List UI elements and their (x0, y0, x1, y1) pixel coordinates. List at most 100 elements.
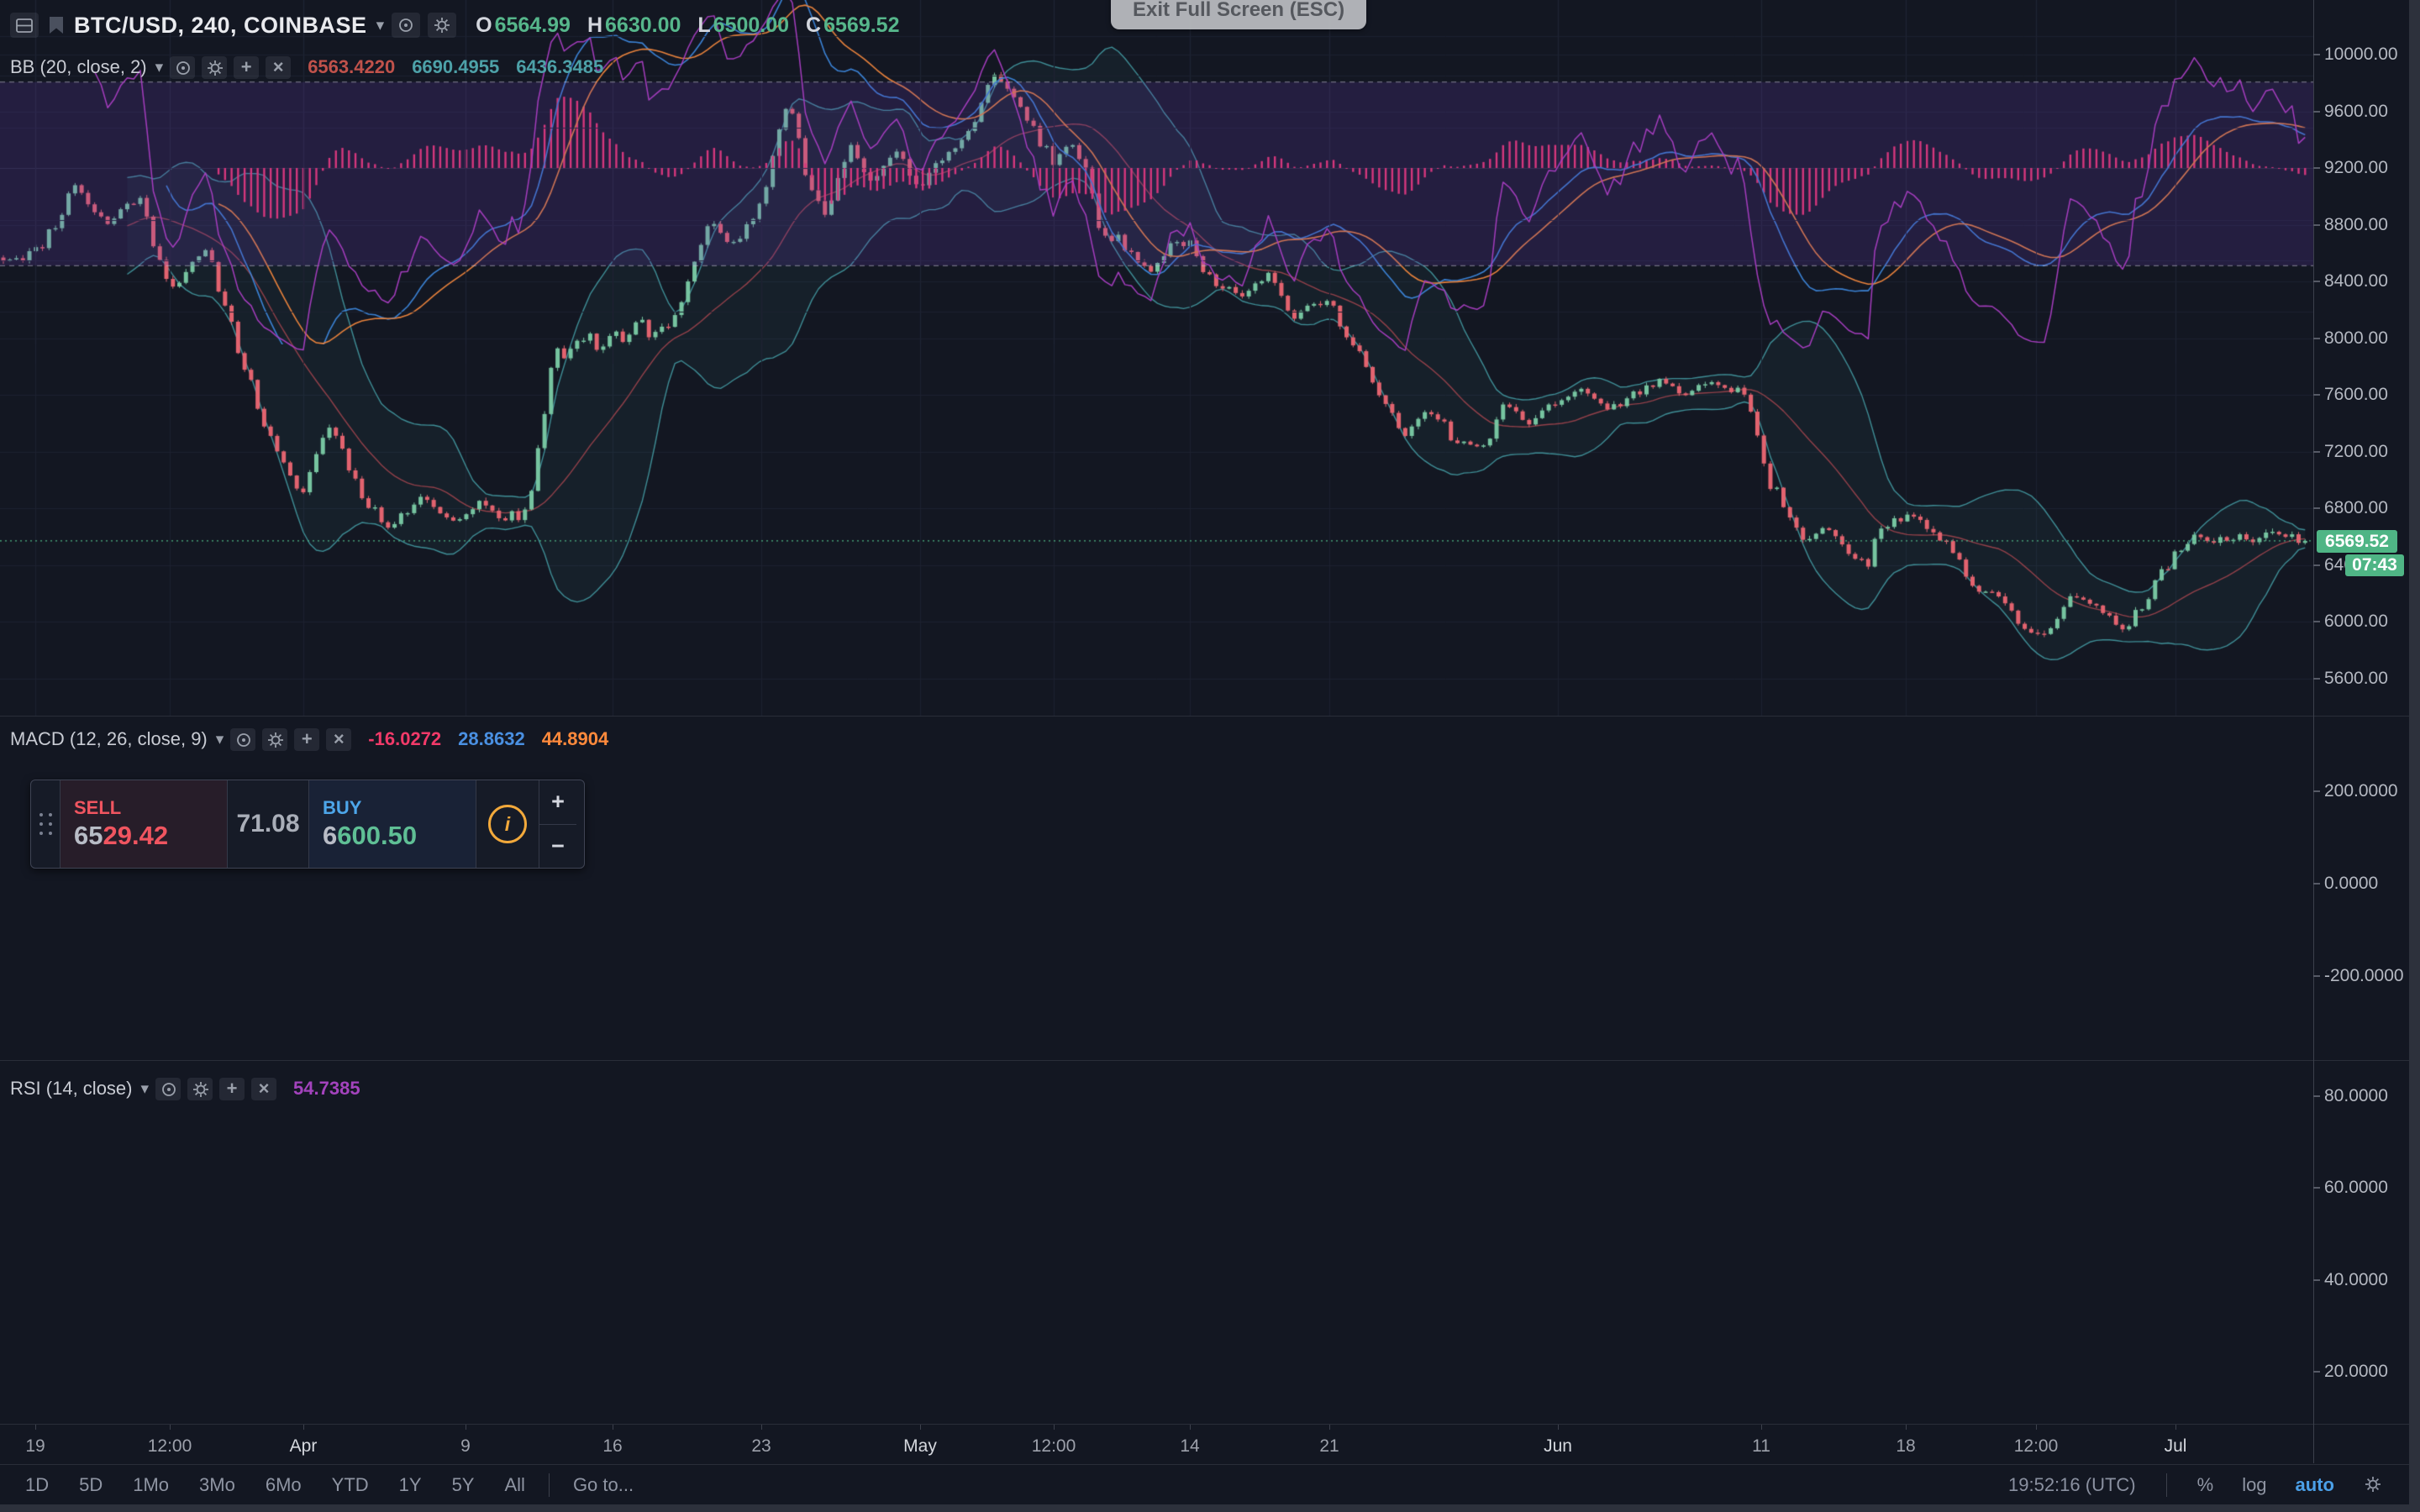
time-axis-tick (1761, 1425, 1762, 1430)
ohlc-readout: O 6564.99 H 6630.00 L 6500.00 C 6569.52 (476, 13, 899, 38)
chart-settings-button[interactable] (428, 13, 457, 38)
rsi-axis-label-tick (2313, 1187, 2320, 1189)
time-axis-label: Apr (289, 1436, 318, 1456)
bottom-toolbar: 1D 5D 1Mo 3Mo 6Mo YTD 1Y 5Y All Go to... 19:52:1… (0, 1464, 2420, 1505)
close-icon: × (333, 728, 345, 749)
time-axis-tick (920, 1425, 921, 1430)
price-axis-label-tick (2313, 507, 2320, 509)
time-axis-tick (170, 1425, 171, 1430)
utc-clock[interactable]: 19:52:16 (UTC) (2008, 1474, 2136, 1495)
time-axis-tick (1054, 1425, 1055, 1430)
pane-separator-price-macd[interactable] (0, 716, 2420, 717)
range-button-1d[interactable]: 1D (25, 1474, 50, 1495)
plus-icon: + (240, 56, 252, 77)
rsi-add-button[interactable]: + (219, 1077, 245, 1100)
symbol-title[interactable]: BTC/USD, 240, COINBASE (74, 12, 367, 38)
time-axis-tick (1906, 1425, 1907, 1430)
time-axis-label: 21 (1319, 1436, 1339, 1456)
bb-value-basis: 6563.4220 (308, 56, 396, 77)
buy-button[interactable]: BUY 6600.50 (309, 780, 476, 868)
price-scale-separator[interactable] (2313, 0, 2314, 1463)
time-axis-tick (35, 1425, 36, 1430)
price-axis-label: 5600.00 (2324, 668, 2388, 688)
time-axis-tick (303, 1425, 304, 1430)
target-icon (237, 733, 251, 747)
macd-show-hide-button[interactable] (230, 727, 256, 751)
macd-label[interactable]: MACD (12, 26, close, 9) (10, 728, 208, 749)
range-button-all[interactable]: All (504, 1474, 525, 1495)
gear-icon (267, 732, 285, 748)
range-button-5d[interactable]: 5D (79, 1474, 103, 1495)
target-icon (399, 18, 413, 32)
range-button-5y[interactable]: 5Y (451, 1474, 475, 1495)
rsi-axis-label-tick (2313, 1095, 2320, 1097)
rsi-axis-label: 80.0000 (2324, 1086, 2388, 1105)
time-scale[interactable]: 19 12:00 Apr 9 16 23 May 12:00 14 21 Jun 11 18 12:00 J… (0, 1424, 2420, 1464)
symbol-caret-icon[interactable]: ▾ (376, 16, 385, 34)
auto-scale-button[interactable]: auto (2295, 1474, 2334, 1495)
macd-settings-button[interactable] (262, 727, 288, 751)
target-icon (162, 1083, 176, 1096)
range-button-1y[interactable]: 1Y (398, 1474, 422, 1495)
rsi-remove-button[interactable]: × (251, 1077, 277, 1100)
settings-gear-icon[interactable] (2363, 1474, 2385, 1496)
time-axis-label: 12:00 (147, 1436, 192, 1456)
sell-button[interactable]: SELL 6529.42 (60, 780, 228, 868)
price-axis-label: 6800.00 (2324, 498, 2388, 517)
rsi-legend-row: RSI (14, close) ▾ + × 54.7385 (10, 1075, 360, 1102)
time-axis-label: 23 (751, 1436, 771, 1456)
buy-price: 6600.50 (323, 821, 418, 850)
rsi-pane-canvas[interactable] (0, 0, 2313, 364)
price-axis-label-tick (2313, 110, 2320, 113)
quantity-decrease-button[interactable]: − (551, 832, 565, 858)
bb-label[interactable]: BB (20, close, 2) (10, 56, 147, 77)
macd-remove-button[interactable]: × (326, 727, 352, 751)
bb-settings-button[interactable] (202, 55, 228, 79)
macd-caret-icon[interactable]: ▾ (215, 730, 224, 748)
rsi-settings-button[interactable] (187, 1077, 213, 1100)
compare-button[interactable] (392, 13, 421, 38)
price-axis-label-tick (2313, 394, 2320, 396)
layout-icon (16, 18, 33, 33)
rsi-axis-label: 40.0000 (2324, 1269, 2388, 1289)
high-label: H (587, 13, 603, 37)
range-button-6mo[interactable]: 6Mo (265, 1474, 302, 1495)
rsi-caret-icon[interactable]: ▾ (140, 1079, 150, 1098)
bb-remove-button[interactable]: × (266, 55, 292, 79)
time-axis-label: 12:00 (2013, 1436, 2059, 1456)
window-bottom-edge (0, 1504, 2420, 1512)
flag-icon[interactable] (46, 14, 66, 36)
macd-legend-row: MACD (12, 26, close, 9) ▾ + × -16.0272 2… (10, 726, 608, 753)
bb-add-button[interactable]: + (234, 55, 260, 79)
toolbar-divider (2165, 1473, 2167, 1497)
range-button-ytd[interactable]: YTD (331, 1474, 369, 1495)
order-info-button[interactable]: i (476, 780, 539, 868)
range-button-3mo[interactable]: 3Mo (199, 1474, 235, 1495)
pane-separator-macd-rsi[interactable] (0, 1060, 2420, 1061)
time-axis-label: 19 (25, 1436, 45, 1456)
bb-caret-icon[interactable]: ▾ (155, 58, 164, 76)
percent-scale-button[interactable]: % (2196, 1474, 2214, 1495)
plus-icon: + (301, 728, 313, 749)
price-axis-label: 9600.00 (2324, 101, 2388, 121)
time-axis-label: Jun (1544, 1436, 1572, 1456)
rsi-show-hide-button[interactable] (155, 1077, 182, 1100)
rsi-axis-label-tick (2313, 1371, 2320, 1373)
rsi-label[interactable]: RSI (14, close) (10, 1078, 133, 1099)
log-scale-button[interactable]: log (2242, 1474, 2267, 1495)
order-panel-drag-handle[interactable] (31, 780, 60, 868)
buy-label: BUY (323, 797, 362, 818)
time-axis-tick (2036, 1425, 2037, 1430)
price-axis-label: 10000.00 (2324, 45, 2398, 64)
bb-show-hide-button[interactable] (170, 55, 196, 79)
macd-add-button[interactable]: + (294, 727, 320, 751)
macd-axis-label-tick (2313, 790, 2320, 792)
target-icon (176, 61, 191, 75)
goto-button[interactable]: Go to... (572, 1474, 634, 1495)
range-button-1mo[interactable]: 1Mo (133, 1474, 170, 1495)
quantity-increase-button[interactable]: + (539, 780, 576, 825)
time-axis-label: Jul (2164, 1436, 2187, 1456)
layout-menu-button[interactable] (10, 13, 39, 38)
time-axis-tick (1558, 1425, 1559, 1430)
